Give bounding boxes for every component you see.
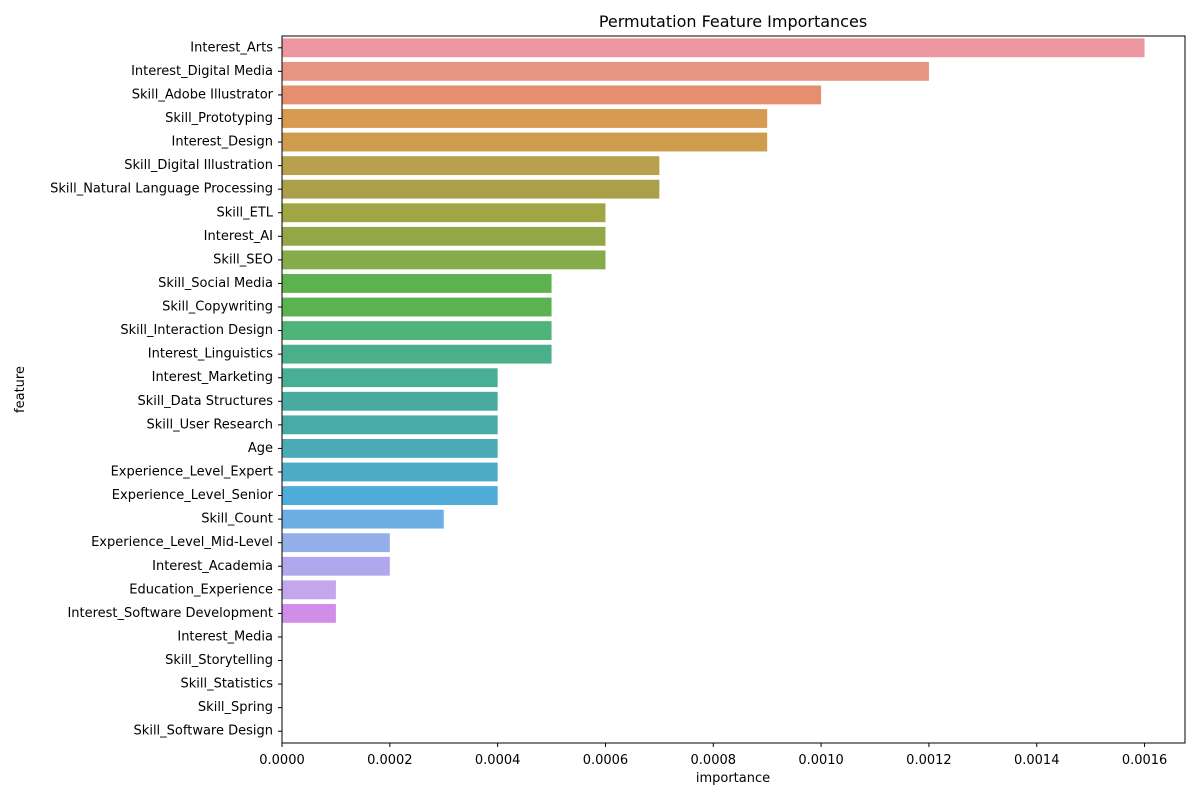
y-tick-label: Skill_Natural Language Processing [50,182,273,197]
y-tick-label: Education_Experience [129,582,273,597]
y-tick-label: Experience_Level_Mid-Level [91,535,273,550]
bar [282,603,336,623]
bar [282,556,390,576]
y-tick-label: Skill_Copywriting [162,300,273,315]
y-tick-label: Skill_Interaction Design [120,323,273,338]
x-tick-label: 0.0006 [583,753,629,768]
bar [282,438,498,458]
y-tick-label: Interest_Marketing [152,370,273,385]
bar [282,462,498,482]
x-tick-label: 0.0014 [1014,753,1060,768]
y-tick-label: Skill_Adobe Illustrator [132,87,274,102]
y-tick-label: Skill_ETL [216,205,273,220]
y-tick-labels: Interest_Arts Interest_Digital Media Skill… [50,40,282,739]
bar [282,274,552,293]
y-tick-label: Experience_Level_Senior [112,488,274,503]
y-tick-label: Skill_Data Structures [137,394,273,409]
bars-group [282,38,1145,623]
bar [282,321,552,341]
y-tick-label: Interest_Media [177,629,273,644]
y-tick-label: Interest_Arts [190,40,273,55]
bar [282,61,929,81]
bar [282,109,768,128]
y-tick-label: Skill_User Research [146,417,273,432]
bar [282,533,390,553]
y-tick-label: Skill_Prototyping [165,111,273,126]
chart-title: Permutation Feature Importances [599,12,867,31]
x-tick-label: 0.0000 [259,753,305,768]
bar [282,509,444,529]
y-tick-label: Skill_Storytelling [165,653,273,668]
bar [282,203,606,223]
y-tick-label: Interest_AI [204,229,273,244]
y-tick-label: Interest_Linguistics [148,347,273,362]
bar [282,415,498,435]
y-tick-label: Interest_Design [172,135,273,150]
x-tick-label: 0.0010 [798,753,844,768]
x-axis-label: importance [696,771,770,786]
y-tick-label: Skill_Software Design [134,724,273,739]
bar [282,226,606,246]
y-tick-label: Skill_Spring [198,700,273,715]
plot-frame [281,35,1186,744]
bar [282,156,660,176]
bar [282,132,768,152]
x-tick-label: 0.0008 [691,753,737,768]
y-tick-label: Skill_Count [201,512,273,527]
x-tick-label: 0.0002 [367,753,413,768]
y-tick-label: Experience_Level_Expert [111,464,273,479]
y-tick-label: Skill_Social Media [158,276,273,291]
y-tick-label: Interest_Digital Media [131,64,273,79]
bar [282,368,498,388]
x-tick-label: 0.0016 [1122,753,1168,768]
y-tick-label: Interest_Software Development [67,606,273,621]
bar [282,85,822,105]
x-ticks: 0.0000 0.0002 0.0004 0.0006 0.0008 0.0010 0.00… [259,743,1167,768]
bar [282,486,498,505]
bar [282,38,1145,58]
y-tick-label: Skill_Digital Illustration [124,158,273,173]
x-tick-label: 0.0012 [906,753,952,768]
bar [282,391,498,411]
bar [282,179,660,199]
x-tick-label: 0.0004 [475,753,521,768]
y-tick-label: Age [248,441,273,456]
bar [282,580,336,600]
bar [282,297,552,317]
y-tick-label: Skill_Statistics [180,677,273,692]
y-tick-label: Skill_SEO [213,252,273,267]
y-axis-label: feature [13,366,28,413]
bar [282,250,606,270]
bar [282,344,552,364]
y-tick-label: Interest_Academia [152,559,273,574]
